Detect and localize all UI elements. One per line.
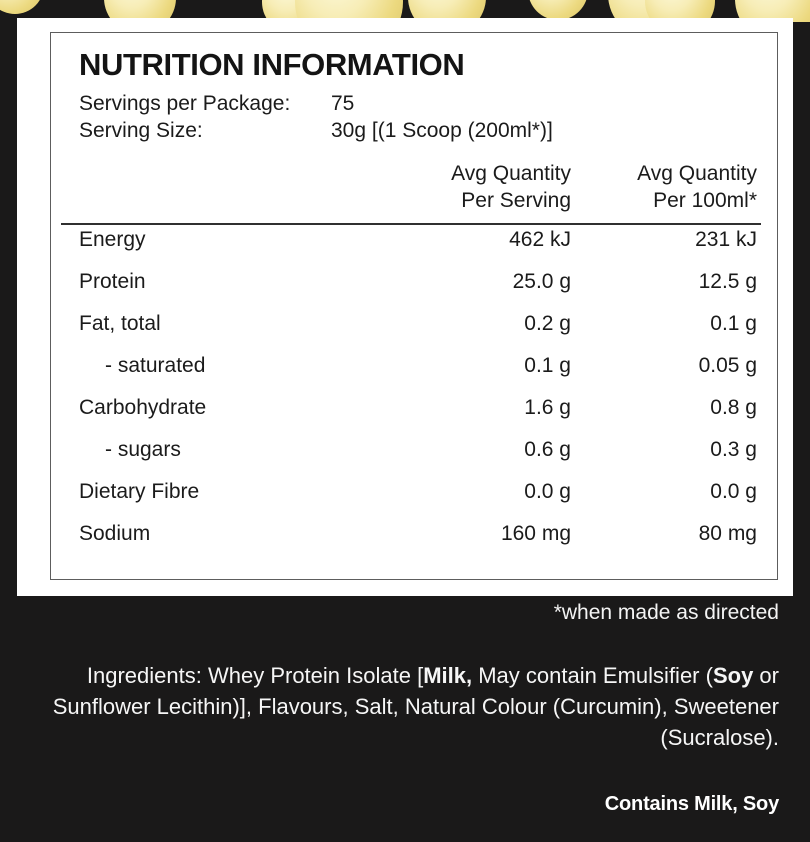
page-title: NUTRITION INFORMATION	[79, 47, 465, 82]
decorative-blob-8	[0, 0, 44, 14]
allergen-statement: Contains Milk, Soy	[604, 793, 779, 815]
ingredients-segment-3: Soy	[712, 663, 754, 688]
serving-size-row: Serving Size: 30g [(1 Scoop (200ml*)]	[79, 117, 767, 145]
table-row: Fat, total 0.2 g 0.1 g	[79, 312, 767, 354]
decorative-blob-4	[528, 0, 588, 20]
value-per-serving: 0.2 g	[524, 311, 571, 335]
column-header-per-100ml: Avg Quantity Per 100ml*	[571, 161, 757, 215]
ingredients-segment-4: or Sunflower Lecithin)], Flavours, Salt,…	[52, 663, 779, 751]
table-row: - sugars 0.6 g 0.3 g	[79, 438, 767, 480]
ingredients-statement: Ingredients: Whey Protein Isolate [Milk,…	[28, 660, 779, 754]
column-header-per-serving-line2: Per Serving	[461, 189, 571, 213]
value-per-serving: 0.0 g	[524, 479, 571, 503]
nutrient-name: Dietary Fibre	[79, 479, 200, 503]
value-per-100ml: 0.0 g	[710, 479, 757, 503]
servings-per-package-label: Servings per Package:	[79, 91, 291, 115]
ingredients-segment-2: May contain Emulsifier (	[472, 663, 713, 688]
ingredients-segment-0: Ingredients: Whey Protein Isolate [	[86, 663, 424, 688]
column-header-per-serving: Avg Quantity Per Serving	[385, 161, 571, 215]
value-per-serving: 25.0 g	[512, 269, 571, 293]
column-header-per-100ml-line1: Avg Quantity	[637, 162, 757, 186]
table-row: Dietary Fibre 0.0 g 0.0 g	[79, 480, 767, 522]
value-per-100ml: 0.3 g	[710, 437, 757, 461]
serving-size-value: 30g [(1 Scoop (200ml*)]	[331, 119, 553, 143]
table-row: Sodium 160 mg 80 mg	[79, 522, 767, 564]
column-header-spacer	[79, 161, 385, 215]
nutrient-name: - sugars	[105, 437, 181, 461]
value-per-serving: 1.6 g	[524, 395, 571, 419]
servings-per-package-row: Servings per Package: 75	[79, 90, 767, 118]
value-per-100ml: 12.5 g	[698, 269, 757, 293]
nutrient-name: Carbohydrate	[79, 395, 207, 419]
value-per-serving: 0.6 g	[524, 437, 571, 461]
value-per-100ml: 0.1 g	[710, 311, 757, 335]
servings-per-package-value: 75	[331, 91, 355, 115]
nutrient-name: - saturated	[105, 353, 206, 377]
nutrient-name: Sodium	[79, 521, 151, 545]
value-per-100ml: 0.05 g	[698, 353, 757, 377]
footnote-when-made-as-directed: *when made as directed	[553, 601, 779, 624]
value-per-serving: 160 mg	[500, 521, 571, 545]
column-header-per-serving-line1: Avg Quantity	[451, 162, 571, 186]
serving-size-label: Serving Size:	[79, 119, 203, 143]
column-headers: Avg Quantity Per Serving Avg Quantity Pe…	[79, 161, 767, 215]
column-header-per-100ml-line2: Per 100ml*	[653, 189, 757, 213]
header-divider	[61, 223, 761, 225]
ingredients-segment-1: Milk,	[423, 663, 473, 688]
value-per-serving: 462 kJ	[509, 227, 571, 251]
value-per-serving: 0.1 g	[524, 353, 571, 377]
value-per-100ml: 231 kJ	[695, 227, 757, 251]
value-per-100ml: 80 mg	[698, 521, 757, 545]
nutrient-name: Fat, total	[79, 311, 161, 335]
nutrition-panel: NUTRITION INFORMATION Servings per Packa…	[50, 32, 778, 580]
value-per-100ml: 0.8 g	[710, 395, 757, 419]
table-row: Carbohydrate 1.6 g 0.8 g	[79, 396, 767, 438]
nutrition-information-card: NUTRITION INFORMATION Servings per Packa…	[17, 18, 793, 596]
table-row: Energy 462 kJ 231 kJ	[79, 228, 767, 270]
table-row: - saturated 0.1 g 0.05 g	[79, 354, 767, 396]
nutrient-name: Energy	[79, 227, 146, 251]
nutrition-rows: Energy 462 kJ 231 kJ Protein 25.0 g 12.5 g Fat…	[79, 228, 767, 564]
nutrient-name: Protein	[79, 269, 146, 293]
table-row: Protein 25.0 g 12.5 g	[79, 270, 767, 312]
